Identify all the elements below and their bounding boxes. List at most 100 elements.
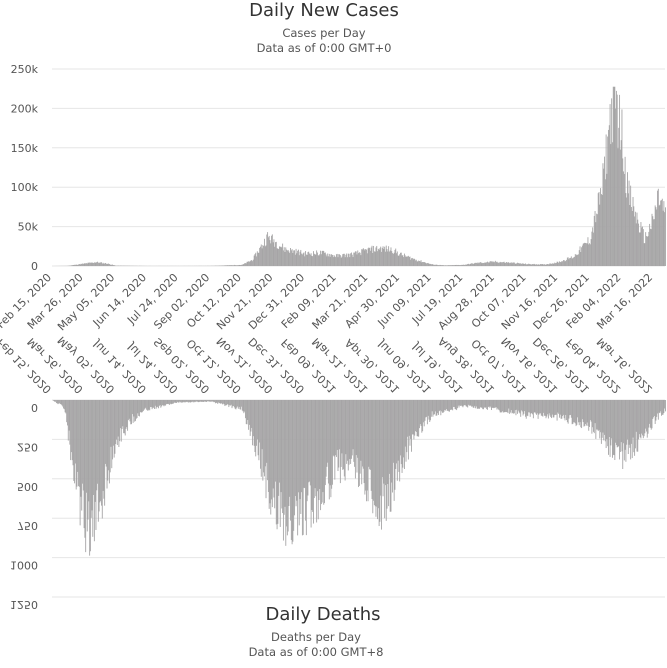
deaths-bar bbox=[462, 400, 464, 408]
cases-bar bbox=[358, 253, 359, 266]
deaths-bar bbox=[570, 400, 572, 418]
cases-bar bbox=[255, 252, 257, 266]
deaths-bar bbox=[327, 400, 329, 463]
deaths-bar bbox=[528, 400, 530, 413]
deaths-bar bbox=[415, 400, 416, 432]
cases-bar bbox=[319, 254, 321, 266]
deaths-bar bbox=[232, 400, 234, 407]
deaths-bar bbox=[480, 400, 482, 408]
deaths-bar bbox=[634, 400, 636, 449]
deaths-bar bbox=[537, 400, 539, 419]
deaths-bar bbox=[100, 400, 102, 501]
deaths-bar bbox=[411, 400, 412, 452]
cases-bar bbox=[549, 263, 551, 266]
cases-bar bbox=[401, 255, 403, 266]
deaths-bar bbox=[444, 400, 446, 410]
cases-bar bbox=[634, 211, 636, 266]
deaths-bar bbox=[515, 400, 517, 416]
deaths-chart-subtitle: Deaths per Day bbox=[271, 630, 361, 644]
deaths-bar bbox=[450, 400, 452, 410]
cases-bar bbox=[453, 265, 455, 266]
deaths-bar bbox=[136, 400, 138, 418]
deaths-bar bbox=[61, 400, 63, 406]
deaths-bar bbox=[581, 400, 583, 420]
deaths-bar bbox=[307, 400, 309, 496]
cases-bar bbox=[290, 250, 292, 266]
deaths-bar bbox=[375, 400, 377, 517]
deaths-bar bbox=[490, 400, 492, 411]
deaths-bar bbox=[203, 400, 204, 402]
deaths-bar bbox=[252, 400, 254, 446]
cases-bar bbox=[540, 264, 541, 266]
cases-bar bbox=[370, 247, 372, 266]
deaths-bar bbox=[111, 400, 113, 469]
deaths-bar bbox=[605, 400, 607, 449]
cases-bar bbox=[655, 207, 657, 266]
cases-bar bbox=[449, 265, 451, 266]
cases-bar bbox=[430, 264, 432, 266]
deaths-bar bbox=[249, 400, 251, 436]
deaths-bar bbox=[626, 400, 628, 445]
deaths-bar bbox=[506, 400, 508, 413]
cases-bar bbox=[231, 265, 233, 266]
cases-bar bbox=[282, 243, 284, 266]
deaths-bar bbox=[394, 400, 396, 490]
deaths-bar bbox=[184, 400, 186, 403]
cases-bar bbox=[594, 211, 596, 266]
deaths-bar bbox=[585, 400, 587, 424]
deaths-bar bbox=[286, 400, 288, 527]
deaths-bar bbox=[576, 400, 578, 425]
cases-bar bbox=[479, 262, 481, 266]
deaths-bar bbox=[140, 400, 142, 413]
deaths-bar bbox=[330, 400, 332, 498]
deaths-bar bbox=[68, 400, 70, 431]
deaths-bar bbox=[418, 400, 420, 437]
deaths-bar bbox=[508, 400, 510, 409]
deaths-bar bbox=[95, 400, 97, 530]
cases-bar bbox=[271, 235, 272, 266]
cases-bar bbox=[89, 262, 91, 266]
deaths-bar bbox=[547, 400, 549, 419]
cases-bar bbox=[459, 265, 461, 266]
cases-bar bbox=[347, 253, 349, 266]
deaths-bar bbox=[120, 400, 122, 442]
cases-bar bbox=[602, 163, 604, 266]
cases-bar bbox=[498, 262, 500, 266]
deaths-bar bbox=[270, 400, 272, 515]
cases-bar bbox=[327, 253, 329, 266]
cases-bar bbox=[647, 236, 649, 266]
deaths-bar bbox=[253, 400, 255, 446]
deaths-bar bbox=[505, 400, 507, 412]
cases-bar bbox=[359, 252, 361, 266]
deaths-bar bbox=[631, 400, 633, 459]
deaths-bar bbox=[86, 400, 87, 493]
deaths-bar bbox=[463, 400, 465, 406]
cases-bar bbox=[485, 262, 487, 266]
cases-bar bbox=[241, 264, 243, 266]
deaths-bar bbox=[446, 400, 448, 411]
deaths-bar bbox=[392, 400, 394, 493]
deaths-bar bbox=[341, 400, 343, 454]
cases-bar bbox=[651, 213, 653, 266]
cases-bar bbox=[275, 241, 277, 266]
cases-bar bbox=[253, 255, 255, 266]
deaths-bar bbox=[220, 400, 222, 404]
deaths-bar bbox=[561, 400, 563, 419]
cases-bar bbox=[593, 215, 595, 266]
deaths-bar bbox=[54, 400, 56, 402]
deaths-y-axis: 0 250 500 750 1000 1250 bbox=[10, 401, 38, 611]
cases-bar bbox=[595, 222, 597, 266]
cases-bar bbox=[441, 265, 443, 266]
deaths-bar bbox=[69, 400, 71, 445]
deaths-bar bbox=[573, 400, 575, 423]
deaths-bar bbox=[592, 400, 594, 428]
deaths-bar bbox=[381, 400, 383, 478]
deaths-bar bbox=[483, 400, 485, 408]
deaths-bar bbox=[517, 400, 518, 414]
cases-bar bbox=[230, 265, 232, 266]
cases-bar bbox=[316, 252, 318, 266]
deaths-bar bbox=[412, 400, 414, 435]
cases-bar bbox=[458, 265, 460, 266]
deaths-bar bbox=[146, 400, 148, 411]
cases-bar bbox=[328, 253, 330, 266]
